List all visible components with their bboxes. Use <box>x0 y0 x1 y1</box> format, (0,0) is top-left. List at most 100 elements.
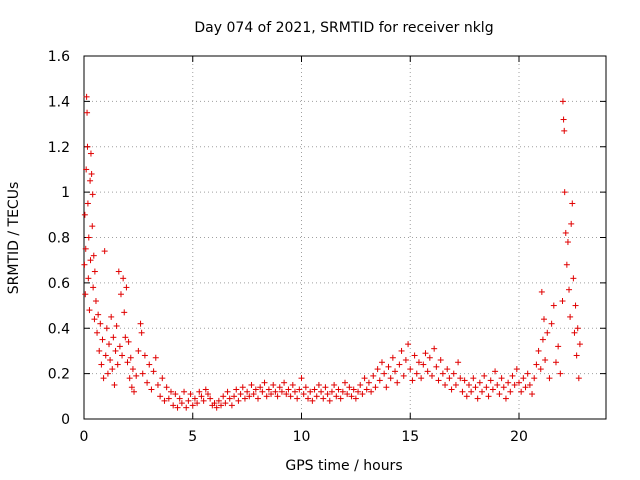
x-tick-label: 15 <box>401 429 419 445</box>
data-point <box>231 393 238 400</box>
grid <box>84 56 606 419</box>
data-point <box>92 298 99 305</box>
data-point <box>518 388 525 395</box>
data-point <box>257 384 264 391</box>
data-point <box>176 395 183 402</box>
data-point <box>537 366 544 373</box>
data-point <box>307 388 314 395</box>
data-point <box>281 379 288 386</box>
data-point <box>348 393 355 400</box>
data-point <box>108 313 115 320</box>
data-point <box>220 393 227 400</box>
data-point <box>185 397 192 404</box>
data-point <box>422 350 429 357</box>
data-point <box>172 391 179 398</box>
data-point <box>250 391 257 398</box>
data-point <box>204 391 211 398</box>
data-point <box>564 239 571 246</box>
data-point <box>313 393 320 400</box>
axis-ticks: 0 0.2 0.4 0.6 0.8 1 1.2 1.4 1.6 0 5 10 15 20 <box>48 49 606 445</box>
data-point <box>415 359 422 366</box>
data-point <box>442 381 449 388</box>
data-point <box>346 384 353 391</box>
data-point <box>561 127 568 134</box>
data-point <box>324 391 331 398</box>
data-point <box>426 354 433 361</box>
data-point <box>283 391 290 398</box>
data-point <box>268 391 275 398</box>
data-point <box>483 384 490 391</box>
y-tick-label: 0.4 <box>48 321 70 337</box>
data-point <box>383 384 390 391</box>
data-point <box>83 93 90 100</box>
data-point <box>87 177 94 184</box>
data-point <box>550 302 557 309</box>
data-point <box>529 391 536 398</box>
data-point <box>144 379 151 386</box>
data-point <box>400 372 407 379</box>
data-point <box>222 400 229 407</box>
data-point <box>87 150 94 157</box>
data-point <box>150 368 157 375</box>
x-tick-label: 5 <box>188 429 197 445</box>
data-point <box>139 370 146 377</box>
data-point <box>546 375 553 382</box>
data-point <box>113 322 120 329</box>
data-point <box>215 397 222 404</box>
data-point <box>487 377 494 384</box>
data-point <box>191 395 198 402</box>
data-point <box>465 381 472 388</box>
data-point <box>437 357 444 364</box>
data-point <box>101 248 108 255</box>
data-point <box>573 352 580 359</box>
data-point <box>120 275 127 282</box>
data-point <box>322 384 329 391</box>
data-point <box>326 397 333 404</box>
data-point <box>148 386 155 393</box>
data-point <box>474 395 481 402</box>
data-point <box>98 361 105 368</box>
data-point <box>244 388 251 395</box>
data-point <box>555 343 562 350</box>
data-point <box>103 325 110 332</box>
data-point <box>376 377 383 384</box>
data-point <box>392 368 399 375</box>
data-point <box>104 370 111 377</box>
data-point <box>102 352 109 359</box>
data-point <box>424 368 431 375</box>
data-point <box>509 372 516 379</box>
data-point <box>446 375 453 382</box>
y-tick-label: 1.2 <box>48 140 70 156</box>
data-point <box>524 370 531 377</box>
data-point <box>520 375 527 382</box>
data-point <box>405 341 412 348</box>
data-point <box>489 386 496 393</box>
data-point <box>117 291 124 298</box>
data-point <box>429 372 435 379</box>
data-point <box>165 395 172 402</box>
data-point <box>246 393 253 400</box>
data-point <box>122 334 129 341</box>
data-point <box>110 334 117 341</box>
data-point <box>259 388 266 395</box>
data-point <box>470 375 477 382</box>
data-point <box>531 375 538 382</box>
data-point <box>420 361 427 368</box>
data-point <box>181 388 188 395</box>
data-point <box>224 388 231 395</box>
data-point <box>305 395 312 402</box>
data-point <box>320 395 327 402</box>
data-point <box>159 375 166 382</box>
data-point <box>352 395 359 402</box>
data-point <box>183 404 190 411</box>
data-point <box>135 347 142 354</box>
data-point <box>241 395 248 402</box>
data-point <box>476 379 483 386</box>
data-point <box>218 402 225 409</box>
data-point <box>481 372 488 379</box>
data-point <box>111 381 118 388</box>
data-point <box>315 381 322 388</box>
data-point <box>211 400 218 407</box>
data-point <box>91 316 98 323</box>
data-point <box>97 320 104 327</box>
